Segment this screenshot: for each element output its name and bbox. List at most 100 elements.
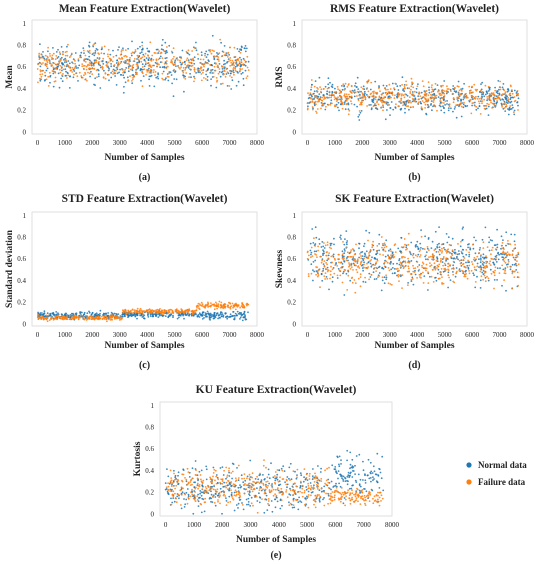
point-sk-failure bbox=[316, 275, 319, 278]
point-sk-failure bbox=[359, 263, 362, 266]
point-ku-normal bbox=[376, 481, 379, 484]
point-std-normal bbox=[205, 315, 207, 318]
point-sk-failure bbox=[425, 267, 428, 270]
point-sk-normal bbox=[494, 244, 497, 247]
point-sk-normal bbox=[416, 245, 419, 248]
point-mean-failure bbox=[216, 64, 219, 67]
point-std-failure bbox=[66, 314, 69, 317]
point-std-failure bbox=[135, 311, 138, 314]
point-mean-failure bbox=[44, 62, 47, 65]
point-mean-failure bbox=[196, 68, 199, 71]
point-rms-failure bbox=[326, 96, 328, 99]
point-sk-failure bbox=[512, 250, 514, 252]
point-mean-normal bbox=[39, 43, 41, 46]
point-sk-failure bbox=[437, 251, 440, 253]
point-rms-normal bbox=[483, 95, 486, 98]
point-rms-failure bbox=[432, 101, 435, 103]
point-mean-failure bbox=[108, 69, 111, 71]
point-rms-failure bbox=[433, 104, 435, 107]
point-mean-normal bbox=[247, 60, 250, 63]
point-mean-failure bbox=[124, 54, 127, 57]
point-mean-failure bbox=[49, 52, 51, 55]
point-sk-normal bbox=[349, 279, 352, 282]
point-ku-normal bbox=[346, 479, 348, 482]
point-std-failure bbox=[240, 305, 243, 308]
point-sk-failure bbox=[495, 256, 498, 259]
point-mean-failure bbox=[200, 73, 203, 75]
point-mean-normal bbox=[140, 51, 143, 54]
point-sk-normal bbox=[482, 253, 485, 256]
point-ku-failure bbox=[196, 482, 199, 485]
point-mean-normal bbox=[65, 74, 67, 77]
point-ku-normal bbox=[242, 508, 245, 511]
point-rms-normal bbox=[444, 104, 446, 106]
point-ku-normal bbox=[311, 475, 314, 478]
point-rms-normal bbox=[378, 85, 380, 87]
point-ku-failure bbox=[248, 486, 251, 489]
point-ku-failure bbox=[219, 481, 222, 484]
point-sk-normal bbox=[343, 294, 346, 296]
point-mean-failure bbox=[203, 77, 205, 79]
point-mean-failure bbox=[95, 61, 98, 64]
point-sk-failure bbox=[500, 244, 503, 247]
point-mean-normal bbox=[150, 72, 152, 74]
point-sk-failure bbox=[434, 265, 437, 268]
point-rms-normal bbox=[501, 86, 504, 89]
point-std-failure bbox=[37, 316, 39, 318]
y-tick-label-sk: 0.4 bbox=[287, 277, 296, 285]
point-ku-normal bbox=[343, 497, 346, 499]
point-mean-normal bbox=[244, 50, 247, 53]
point-ku-normal bbox=[294, 470, 296, 473]
point-mean-failure bbox=[218, 52, 221, 55]
x-tick-label-std: 0 bbox=[36, 331, 40, 339]
point-rms-failure bbox=[395, 103, 397, 106]
point-rms-normal bbox=[326, 92, 328, 95]
point-sk-normal bbox=[396, 262, 398, 265]
point-sk-normal bbox=[479, 287, 482, 289]
point-sk-failure bbox=[318, 268, 321, 270]
point-mean-normal bbox=[221, 70, 224, 73]
point-sk-failure bbox=[353, 253, 356, 256]
point-ku-failure bbox=[214, 469, 217, 472]
point-mean-normal bbox=[156, 48, 159, 51]
point-sk-failure bbox=[412, 270, 415, 273]
point-sk-failure bbox=[448, 276, 450, 279]
point-mean-normal bbox=[227, 72, 230, 75]
point-rms-failure bbox=[438, 90, 440, 92]
point-mean-failure bbox=[92, 52, 95, 54]
point-rms-failure bbox=[364, 96, 367, 99]
point-sk-normal bbox=[502, 253, 504, 256]
point-mean-failure bbox=[73, 73, 75, 76]
point-sk-failure bbox=[327, 258, 330, 260]
point-ku-failure bbox=[196, 495, 199, 497]
point-rms-failure bbox=[412, 86, 415, 89]
point-sk-normal bbox=[310, 251, 313, 254]
point-mean-failure bbox=[191, 50, 194, 52]
point-mean-failure bbox=[92, 64, 95, 67]
point-sk-failure bbox=[342, 265, 344, 268]
point-sk-normal bbox=[420, 247, 422, 249]
point-mean-failure bbox=[199, 58, 202, 61]
x-tick-label-mean: 2000 bbox=[85, 139, 100, 147]
point-ku-normal bbox=[268, 477, 271, 480]
point-rms-failure bbox=[312, 108, 314, 111]
x-tick-label-std: 8000 bbox=[250, 331, 265, 339]
point-rms-failure bbox=[481, 90, 484, 93]
point-rms-normal bbox=[503, 100, 506, 103]
point-std-failure bbox=[153, 309, 155, 312]
point-rms-failure bbox=[479, 113, 482, 115]
point-std-failure bbox=[124, 308, 127, 311]
point-std-failure bbox=[61, 316, 64, 318]
point-rms-failure bbox=[475, 89, 478, 92]
point-sk-failure bbox=[355, 268, 358, 271]
point-sk-failure bbox=[474, 281, 477, 283]
point-sk-failure bbox=[442, 282, 445, 285]
point-sk-failure bbox=[407, 232, 410, 235]
point-mean-failure bbox=[233, 64, 236, 67]
point-mean-failure bbox=[154, 71, 157, 73]
point-sk-failure bbox=[352, 269, 354, 271]
point-mean-normal bbox=[202, 69, 205, 71]
point-rms-normal bbox=[506, 90, 509, 93]
point-std-failure bbox=[246, 302, 249, 305]
point-sk-normal bbox=[381, 267, 383, 270]
